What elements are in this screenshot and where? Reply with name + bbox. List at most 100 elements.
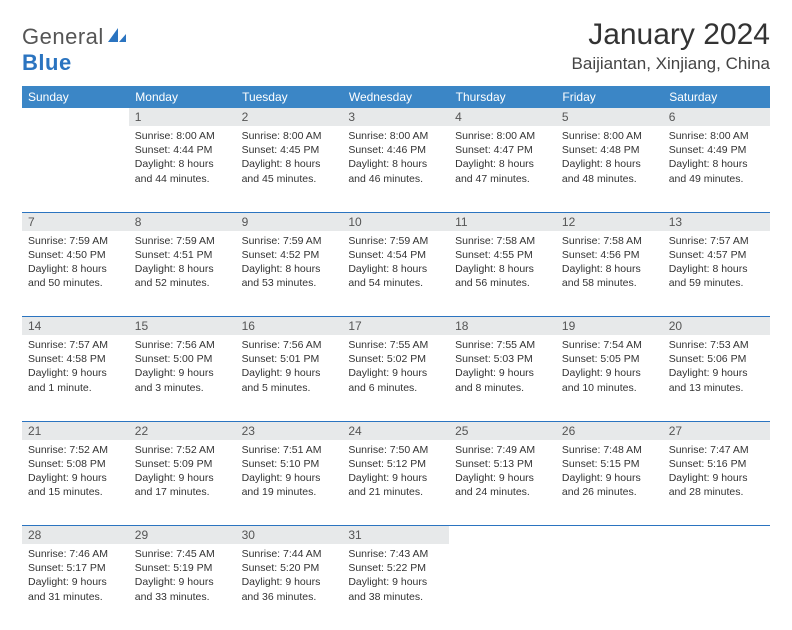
logo-part1: General bbox=[22, 24, 104, 49]
day-cell: Sunrise: 7:52 AMSunset: 5:09 PMDaylight:… bbox=[129, 440, 236, 526]
weekday-header-row: SundayMondayTuesdayWednesdayThursdayFrid… bbox=[22, 86, 770, 108]
day-number: 25 bbox=[449, 421, 556, 440]
day-number bbox=[556, 526, 663, 545]
day-number: 14 bbox=[22, 317, 129, 336]
day-content-row: Sunrise: 7:57 AMSunset: 4:58 PMDaylight:… bbox=[22, 335, 770, 421]
day-details: Sunrise: 7:43 AMSunset: 5:22 PMDaylight:… bbox=[342, 544, 449, 610]
day-number: 22 bbox=[129, 421, 236, 440]
sail-icon bbox=[106, 24, 128, 50]
day-number: 8 bbox=[129, 212, 236, 231]
day-details: Sunrise: 7:53 AMSunset: 5:06 PMDaylight:… bbox=[663, 335, 770, 401]
day-number: 29 bbox=[129, 526, 236, 545]
day-details: Sunrise: 8:00 AMSunset: 4:49 PMDaylight:… bbox=[663, 126, 770, 192]
day-cell: Sunrise: 7:59 AMSunset: 4:52 PMDaylight:… bbox=[236, 231, 343, 317]
day-number: 27 bbox=[663, 421, 770, 440]
weekday-header: Saturday bbox=[663, 86, 770, 108]
day-details: Sunrise: 7:45 AMSunset: 5:19 PMDaylight:… bbox=[129, 544, 236, 610]
day-content-row: Sunrise: 8:00 AMSunset: 4:44 PMDaylight:… bbox=[22, 126, 770, 212]
day-number: 5 bbox=[556, 108, 663, 126]
logo-part2: Blue bbox=[22, 50, 72, 75]
day-number: 3 bbox=[342, 108, 449, 126]
day-details: Sunrise: 7:59 AMSunset: 4:54 PMDaylight:… bbox=[342, 231, 449, 297]
day-cell: Sunrise: 7:59 AMSunset: 4:50 PMDaylight:… bbox=[22, 231, 129, 317]
weekday-header: Tuesday bbox=[236, 86, 343, 108]
day-cell: Sunrise: 7:54 AMSunset: 5:05 PMDaylight:… bbox=[556, 335, 663, 421]
day-cell: Sunrise: 7:51 AMSunset: 5:10 PMDaylight:… bbox=[236, 440, 343, 526]
day-cell: Sunrise: 7:50 AMSunset: 5:12 PMDaylight:… bbox=[342, 440, 449, 526]
day-cell bbox=[556, 544, 663, 630]
day-cell: Sunrise: 7:58 AMSunset: 4:55 PMDaylight:… bbox=[449, 231, 556, 317]
day-cell: Sunrise: 7:56 AMSunset: 5:00 PMDaylight:… bbox=[129, 335, 236, 421]
day-cell: Sunrise: 7:48 AMSunset: 5:15 PMDaylight:… bbox=[556, 440, 663, 526]
day-number-row: 78910111213 bbox=[22, 212, 770, 231]
day-details: Sunrise: 8:00 AMSunset: 4:44 PMDaylight:… bbox=[129, 126, 236, 192]
day-number: 24 bbox=[342, 421, 449, 440]
weekday-header: Thursday bbox=[449, 86, 556, 108]
day-details: Sunrise: 7:56 AMSunset: 5:01 PMDaylight:… bbox=[236, 335, 343, 401]
day-details: Sunrise: 7:59 AMSunset: 4:51 PMDaylight:… bbox=[129, 231, 236, 297]
day-number: 16 bbox=[236, 317, 343, 336]
day-cell: Sunrise: 8:00 AMSunset: 4:44 PMDaylight:… bbox=[129, 126, 236, 212]
day-details: Sunrise: 7:59 AMSunset: 4:50 PMDaylight:… bbox=[22, 231, 129, 297]
day-cell bbox=[663, 544, 770, 630]
day-details: Sunrise: 7:56 AMSunset: 5:00 PMDaylight:… bbox=[129, 335, 236, 401]
day-cell: Sunrise: 8:00 AMSunset: 4:47 PMDaylight:… bbox=[449, 126, 556, 212]
day-content-row: Sunrise: 7:59 AMSunset: 4:50 PMDaylight:… bbox=[22, 231, 770, 317]
day-cell: Sunrise: 8:00 AMSunset: 4:46 PMDaylight:… bbox=[342, 126, 449, 212]
day-number: 13 bbox=[663, 212, 770, 231]
day-number: 15 bbox=[129, 317, 236, 336]
day-number: 6 bbox=[663, 108, 770, 126]
day-details: Sunrise: 7:44 AMSunset: 5:20 PMDaylight:… bbox=[236, 544, 343, 610]
day-cell: Sunrise: 7:46 AMSunset: 5:17 PMDaylight:… bbox=[22, 544, 129, 630]
day-number: 18 bbox=[449, 317, 556, 336]
header: GeneralBlue January 2024 Baijiantan, Xin… bbox=[22, 18, 770, 76]
day-cell: Sunrise: 7:49 AMSunset: 5:13 PMDaylight:… bbox=[449, 440, 556, 526]
day-details: Sunrise: 7:50 AMSunset: 5:12 PMDaylight:… bbox=[342, 440, 449, 506]
day-cell: Sunrise: 7:55 AMSunset: 5:03 PMDaylight:… bbox=[449, 335, 556, 421]
day-cell: Sunrise: 7:52 AMSunset: 5:08 PMDaylight:… bbox=[22, 440, 129, 526]
day-number: 21 bbox=[22, 421, 129, 440]
day-cell: Sunrise: 7:43 AMSunset: 5:22 PMDaylight:… bbox=[342, 544, 449, 630]
day-cell: Sunrise: 7:45 AMSunset: 5:19 PMDaylight:… bbox=[129, 544, 236, 630]
day-cell: Sunrise: 7:59 AMSunset: 4:54 PMDaylight:… bbox=[342, 231, 449, 317]
day-details: Sunrise: 7:46 AMSunset: 5:17 PMDaylight:… bbox=[22, 544, 129, 610]
day-details: Sunrise: 7:58 AMSunset: 4:56 PMDaylight:… bbox=[556, 231, 663, 297]
day-details: Sunrise: 7:55 AMSunset: 5:02 PMDaylight:… bbox=[342, 335, 449, 401]
day-cell: Sunrise: 8:00 AMSunset: 4:45 PMDaylight:… bbox=[236, 126, 343, 212]
day-cell: Sunrise: 8:00 AMSunset: 4:49 PMDaylight:… bbox=[663, 126, 770, 212]
weekday-header: Sunday bbox=[22, 86, 129, 108]
day-cell: Sunrise: 7:56 AMSunset: 5:01 PMDaylight:… bbox=[236, 335, 343, 421]
day-details: Sunrise: 8:00 AMSunset: 4:48 PMDaylight:… bbox=[556, 126, 663, 192]
day-details: Sunrise: 7:48 AMSunset: 5:15 PMDaylight:… bbox=[556, 440, 663, 506]
day-cell: Sunrise: 7:57 AMSunset: 4:57 PMDaylight:… bbox=[663, 231, 770, 317]
day-number: 2 bbox=[236, 108, 343, 126]
day-number bbox=[449, 526, 556, 545]
day-cell bbox=[449, 544, 556, 630]
day-details: Sunrise: 7:47 AMSunset: 5:16 PMDaylight:… bbox=[663, 440, 770, 506]
day-details: Sunrise: 7:59 AMSunset: 4:52 PMDaylight:… bbox=[236, 231, 343, 297]
logo-text: GeneralBlue bbox=[22, 24, 128, 76]
day-number-row: 28293031 bbox=[22, 526, 770, 545]
day-details: Sunrise: 7:55 AMSunset: 5:03 PMDaylight:… bbox=[449, 335, 556, 401]
day-cell: Sunrise: 7:59 AMSunset: 4:51 PMDaylight:… bbox=[129, 231, 236, 317]
day-number: 10 bbox=[342, 212, 449, 231]
day-number: 23 bbox=[236, 421, 343, 440]
day-details: Sunrise: 7:58 AMSunset: 4:55 PMDaylight:… bbox=[449, 231, 556, 297]
day-number: 20 bbox=[663, 317, 770, 336]
page-title: January 2024 bbox=[572, 18, 770, 52]
day-number: 28 bbox=[22, 526, 129, 545]
day-number-row: 14151617181920 bbox=[22, 317, 770, 336]
location-text: Baijiantan, Xinjiang, China bbox=[572, 54, 770, 74]
day-number: 19 bbox=[556, 317, 663, 336]
day-number: 7 bbox=[22, 212, 129, 231]
day-number: 11 bbox=[449, 212, 556, 231]
day-details: Sunrise: 7:51 AMSunset: 5:10 PMDaylight:… bbox=[236, 440, 343, 506]
day-content-row: Sunrise: 7:46 AMSunset: 5:17 PMDaylight:… bbox=[22, 544, 770, 630]
day-number bbox=[663, 526, 770, 545]
day-number-row: 21222324252627 bbox=[22, 421, 770, 440]
day-cell: Sunrise: 7:57 AMSunset: 4:58 PMDaylight:… bbox=[22, 335, 129, 421]
day-details: Sunrise: 7:52 AMSunset: 5:09 PMDaylight:… bbox=[129, 440, 236, 506]
day-number: 12 bbox=[556, 212, 663, 231]
day-number: 1 bbox=[129, 108, 236, 126]
day-details: Sunrise: 8:00 AMSunset: 4:45 PMDaylight:… bbox=[236, 126, 343, 192]
